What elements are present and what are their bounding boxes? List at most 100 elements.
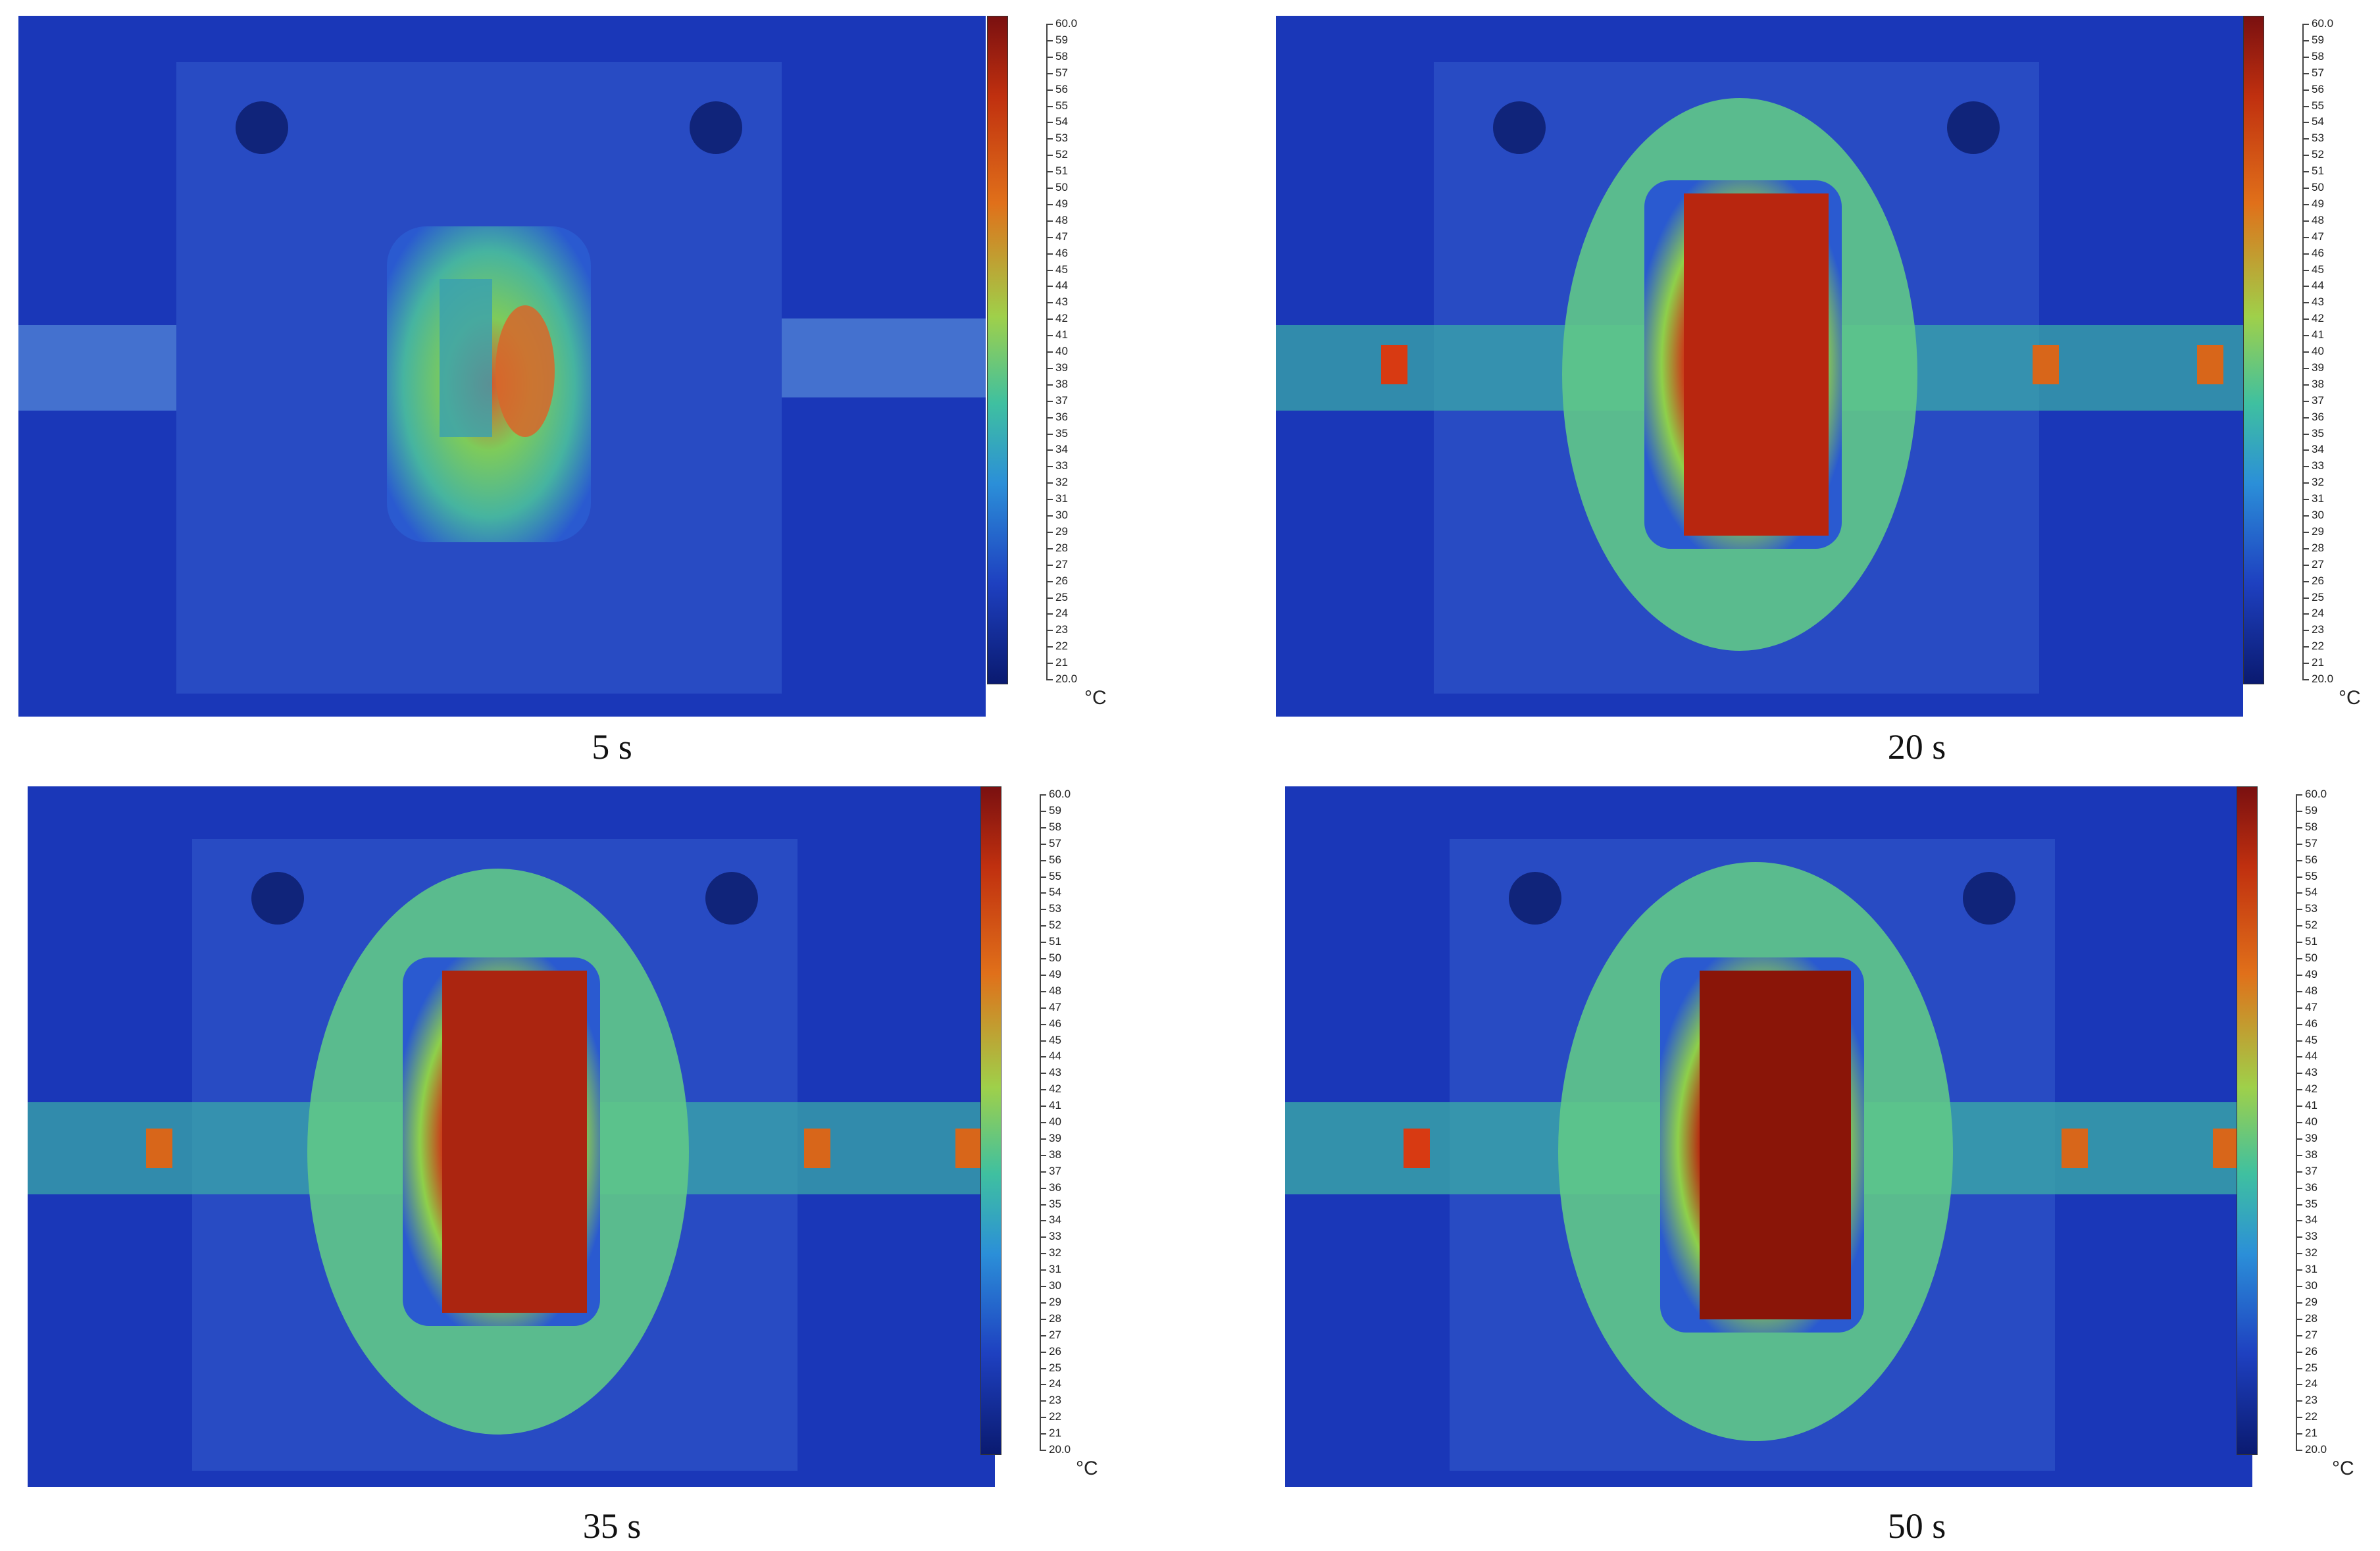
scale-tick-label: 53 (1055, 132, 1068, 145)
scale-tick-label: 44 (1055, 279, 1068, 292)
thermal-image (1285, 786, 2252, 1487)
scale-tick-label: 57 (2305, 836, 2317, 850)
scale-tick-label: 20.0 (2312, 673, 2334, 685)
scale-tick-label: 26 (2305, 1344, 2317, 1358)
scale-tick-label: 25 (2312, 590, 2324, 603)
scale-tick-label: 58 (2305, 820, 2317, 833)
scale-tick-label: 56 (2312, 82, 2324, 95)
scale-tick-label: 39 (2305, 1131, 2317, 1144)
scale-tick-label: 32 (2305, 1246, 2317, 1259)
scale-tick-label: 45 (1055, 263, 1068, 276)
scale-tick-label: 42 (2305, 1082, 2317, 1096)
scale-tick-label: 52 (1055, 148, 1068, 161)
scale-tick-label: 22 (2305, 1410, 2317, 1423)
scale-tick-label: 26 (1055, 574, 1068, 587)
panel-caption: 50 s (1887, 1506, 1946, 1546)
scale-tick-label: 56 (1055, 82, 1068, 95)
panel-caption: 20 s (1887, 727, 1946, 767)
scale-tick-label: 37 (2305, 1164, 2317, 1177)
scale-tick-label: 35 (2312, 426, 2324, 440)
scale-tick-label: 31 (1055, 492, 1068, 505)
color-scale-bar (2237, 786, 2258, 1455)
scale-tick-label: 23 (1055, 623, 1068, 636)
scale-tick-label: 41 (2312, 328, 2324, 342)
scale-axis: 60.0 59 58 57 56 55 54 53 52 51 50 49 48 47 46 45 44 43 42… (1040, 788, 1145, 1456)
scale-tick-label: 33 (2312, 459, 2324, 472)
scale-tick-label: 40 (2305, 1115, 2317, 1128)
scale-tick-label: 57 (1049, 836, 1061, 850)
scale-tick-label: 31 (2312, 492, 2324, 505)
scale-tick-label: 46 (2305, 1017, 2317, 1030)
scale-tick-label: 22 (1049, 1410, 1061, 1423)
scale-tick-label: 29 (2312, 524, 2324, 538)
scale-tick-label: 36 (2305, 1181, 2317, 1194)
scale-tick-label: 38 (1049, 1148, 1061, 1161)
scale-tick-label: 56 (2305, 853, 2317, 866)
scale-tick-label: 35 (1049, 1197, 1061, 1210)
scale-tick-label: 52 (2312, 148, 2324, 161)
color-scale-bar (2243, 16, 2264, 684)
scale-tick-label: 34 (2312, 443, 2324, 456)
scale-tick-label: 43 (1049, 1066, 1061, 1079)
scale-tick-label: 39 (1049, 1131, 1061, 1144)
scale-tick-label: 46 (1055, 246, 1068, 259)
scale-tick-label: 48 (1049, 984, 1061, 997)
thermal-image (1276, 16, 2243, 717)
scale-tick-label: 30 (1049, 1279, 1061, 1292)
scale-tick-label: 54 (1049, 886, 1061, 899)
scale-axis: 60.0 59 58 57 56 55 54 53 52 51 50 49 48 47 46 45 44 43 42… (2302, 17, 2380, 685)
scale-tick-label: 49 (1049, 967, 1061, 980)
scale-tick-label: 23 (2305, 1394, 2317, 1407)
scale-tick-label: 32 (1049, 1246, 1061, 1259)
scale-tick-label: 55 (2305, 869, 2317, 882)
scale-tick-label: 57 (1055, 66, 1068, 79)
scale-tick-label: 53 (2312, 132, 2324, 145)
scale-tick-label: 55 (1049, 869, 1061, 882)
scale-tick-label: 21 (2312, 656, 2324, 669)
scale-tick-label: 37 (1055, 394, 1068, 407)
scale-axis: 60.0 59 58 57 56 55 54 53 52 51 50 49 48 47 46 45 44 43 42… (2296, 788, 2380, 1456)
scale-unit-label: °C (2332, 1458, 2354, 1479)
scale-tick-label: 29 (1049, 1295, 1061, 1308)
scale-tick-label: 28 (1055, 541, 1068, 554)
scale-tick-label: 20.0 (1049, 1443, 1071, 1456)
scale-tick-label: 31 (2305, 1263, 2317, 1276)
color-scale-bar (987, 16, 1008, 684)
thermal-panel-20s: 60.0 59 58 57 56 55 54 53 52 51 50 49 48 47 46 45 44 43 42… (1190, 0, 2380, 775)
scale-tick-label: 44 (2312, 279, 2324, 292)
scale-tick-label: 45 (2305, 1033, 2317, 1046)
scale-tick-label: 36 (1055, 410, 1068, 423)
scale-tick-label: 43 (1055, 295, 1068, 309)
panel-caption: 5 s (592, 727, 632, 767)
scale-tick-label: 51 (1049, 935, 1061, 948)
scale-tick-label: 52 (1049, 919, 1061, 932)
scale-tick-label: 20.0 (1055, 673, 1078, 685)
scale-tick-label: 57 (2312, 66, 2324, 79)
scale-tick-label: 27 (2312, 557, 2324, 571)
scale-tick-label: 28 (2305, 1311, 2317, 1325)
scale-tick-label: 47 (1055, 230, 1068, 243)
scale-tick-label: 44 (1049, 1050, 1061, 1063)
scale-tick-label: 48 (1055, 213, 1068, 226)
scale-tick-label: 27 (1049, 1328, 1061, 1341)
scale-tick-label: 25 (1055, 590, 1068, 603)
scale-tick-label: 55 (2312, 99, 2324, 112)
scale-tick-label: 37 (2312, 394, 2324, 407)
scale-tick-label: 59 (1055, 33, 1068, 46)
scale-tick-label: 51 (2312, 165, 2324, 178)
scale-tick-label: 60.0 (2305, 788, 2327, 800)
scale-tick-label: 45 (2312, 263, 2324, 276)
thermal-image-svg (28, 786, 995, 1487)
thermal-panel-35s: 60.0 59 58 57 56 55 54 53 52 51 50 49 48 47 46 45 44 43 42… (0, 776, 1190, 1551)
scale-tick-label: 34 (1049, 1213, 1061, 1227)
scale-tick-label: 59 (2305, 803, 2317, 817)
scale-tick-label: 31 (1049, 1263, 1061, 1276)
scale-tick-label: 49 (2305, 967, 2317, 980)
scale-tick-label: 38 (2305, 1148, 2317, 1161)
scale-tick-label: 20.0 (2305, 1443, 2327, 1456)
thermal-panel-50s: 60.0 59 58 57 56 55 54 53 52 51 50 49 48 47 46 45 44 43 42… (1190, 776, 2380, 1551)
scale-tick-label: 54 (2312, 115, 2324, 128)
scale-tick-label: 50 (2305, 952, 2317, 964)
scale-tick-label: 34 (1055, 443, 1068, 456)
scale-tick-label: 35 (2305, 1197, 2317, 1210)
